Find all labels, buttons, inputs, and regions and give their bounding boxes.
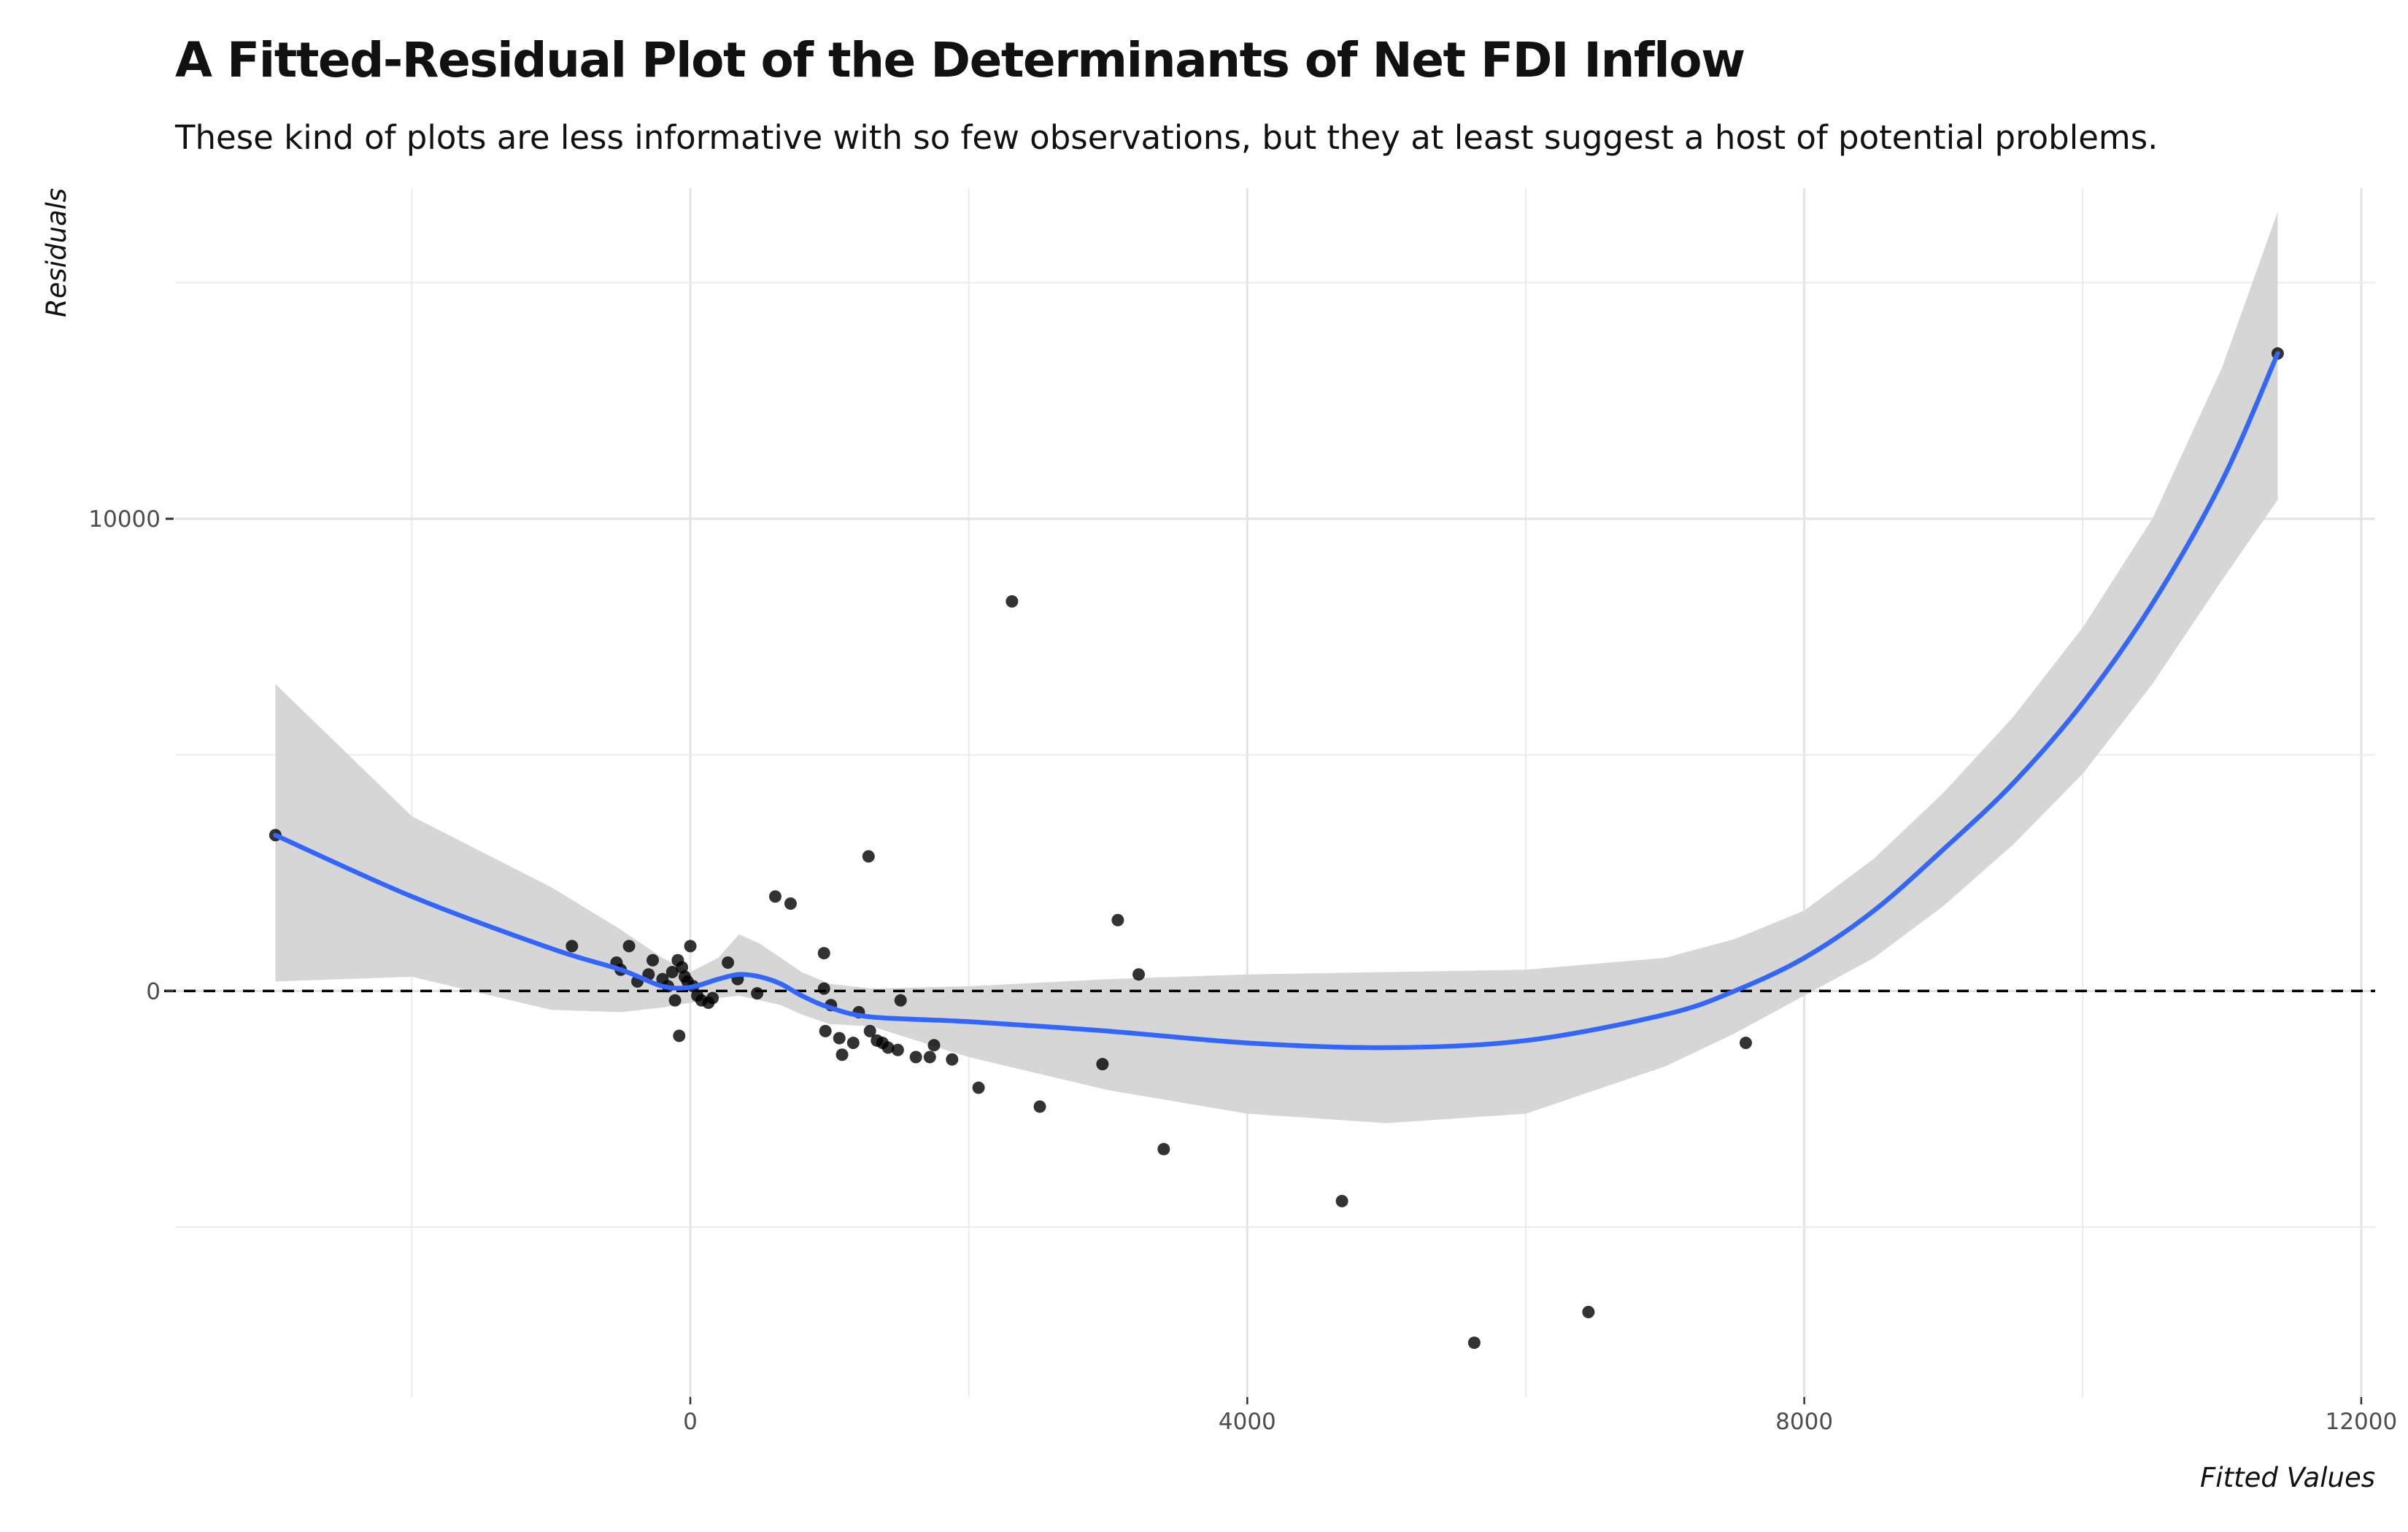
data-point — [817, 982, 830, 995]
data-point — [1033, 1100, 1046, 1113]
data-point — [722, 956, 735, 970]
x-axis-ticks: 0 4000 8000 12000 — [683, 1397, 2397, 1435]
data-point — [1096, 1058, 1109, 1071]
data-point — [1006, 595, 1019, 608]
data-point — [684, 940, 697, 953]
data-point — [817, 947, 830, 960]
x-tick-label: 0 — [683, 1409, 698, 1435]
data-point — [1467, 1336, 1481, 1350]
data-point — [927, 1039, 941, 1052]
data-point — [1132, 968, 1145, 981]
x-axis-title: Fitted Values — [2200, 1462, 2375, 1493]
data-point — [833, 1032, 846, 1045]
data-point — [862, 850, 875, 863]
data-point — [647, 953, 660, 967]
data-point — [863, 1024, 876, 1037]
data-point — [819, 1024, 832, 1037]
data-point — [668, 994, 682, 1007]
data-point — [768, 890, 782, 903]
smooth-trend-line — [273, 351, 2280, 1051]
x-tick-label: 12000 — [2326, 1409, 2398, 1435]
data-point — [1335, 1194, 1348, 1207]
data-point — [706, 991, 719, 1005]
confidence-band — [275, 212, 2278, 1123]
data-point — [836, 1048, 849, 1061]
y-axis-ticks: 0 10000 — [88, 506, 174, 1005]
data-point — [909, 1051, 922, 1064]
data-point — [1157, 1142, 1170, 1156]
data-point — [891, 1043, 904, 1056]
data-point — [1582, 1305, 1595, 1318]
y-tick-label: 10000 — [88, 506, 161, 533]
data-point — [881, 1041, 895, 1054]
data-point — [894, 994, 907, 1007]
data-point — [622, 940, 636, 953]
y-axis-title: Residuals — [41, 188, 72, 317]
data-point — [665, 965, 679, 978]
x-tick-label: 8000 — [1775, 1409, 1833, 1435]
data-point — [784, 897, 797, 910]
data-point — [676, 961, 689, 974]
data-point — [751, 987, 764, 1000]
x-tick-label: 4000 — [1219, 1409, 1276, 1435]
data-point — [566, 940, 579, 953]
data-point — [673, 1029, 686, 1042]
chart-title: A Fitted-Residual Plot of the Determinan… — [175, 32, 1745, 88]
chart-subtitle: These kind of plots are less informative… — [175, 118, 2158, 157]
data-point — [946, 1053, 959, 1066]
data-point — [1111, 913, 1124, 926]
data-point — [923, 1051, 936, 1064]
data-point — [1739, 1037, 1752, 1050]
y-tick-label: 0 — [146, 978, 161, 1005]
data-point — [972, 1081, 985, 1094]
data-point — [846, 1037, 860, 1050]
